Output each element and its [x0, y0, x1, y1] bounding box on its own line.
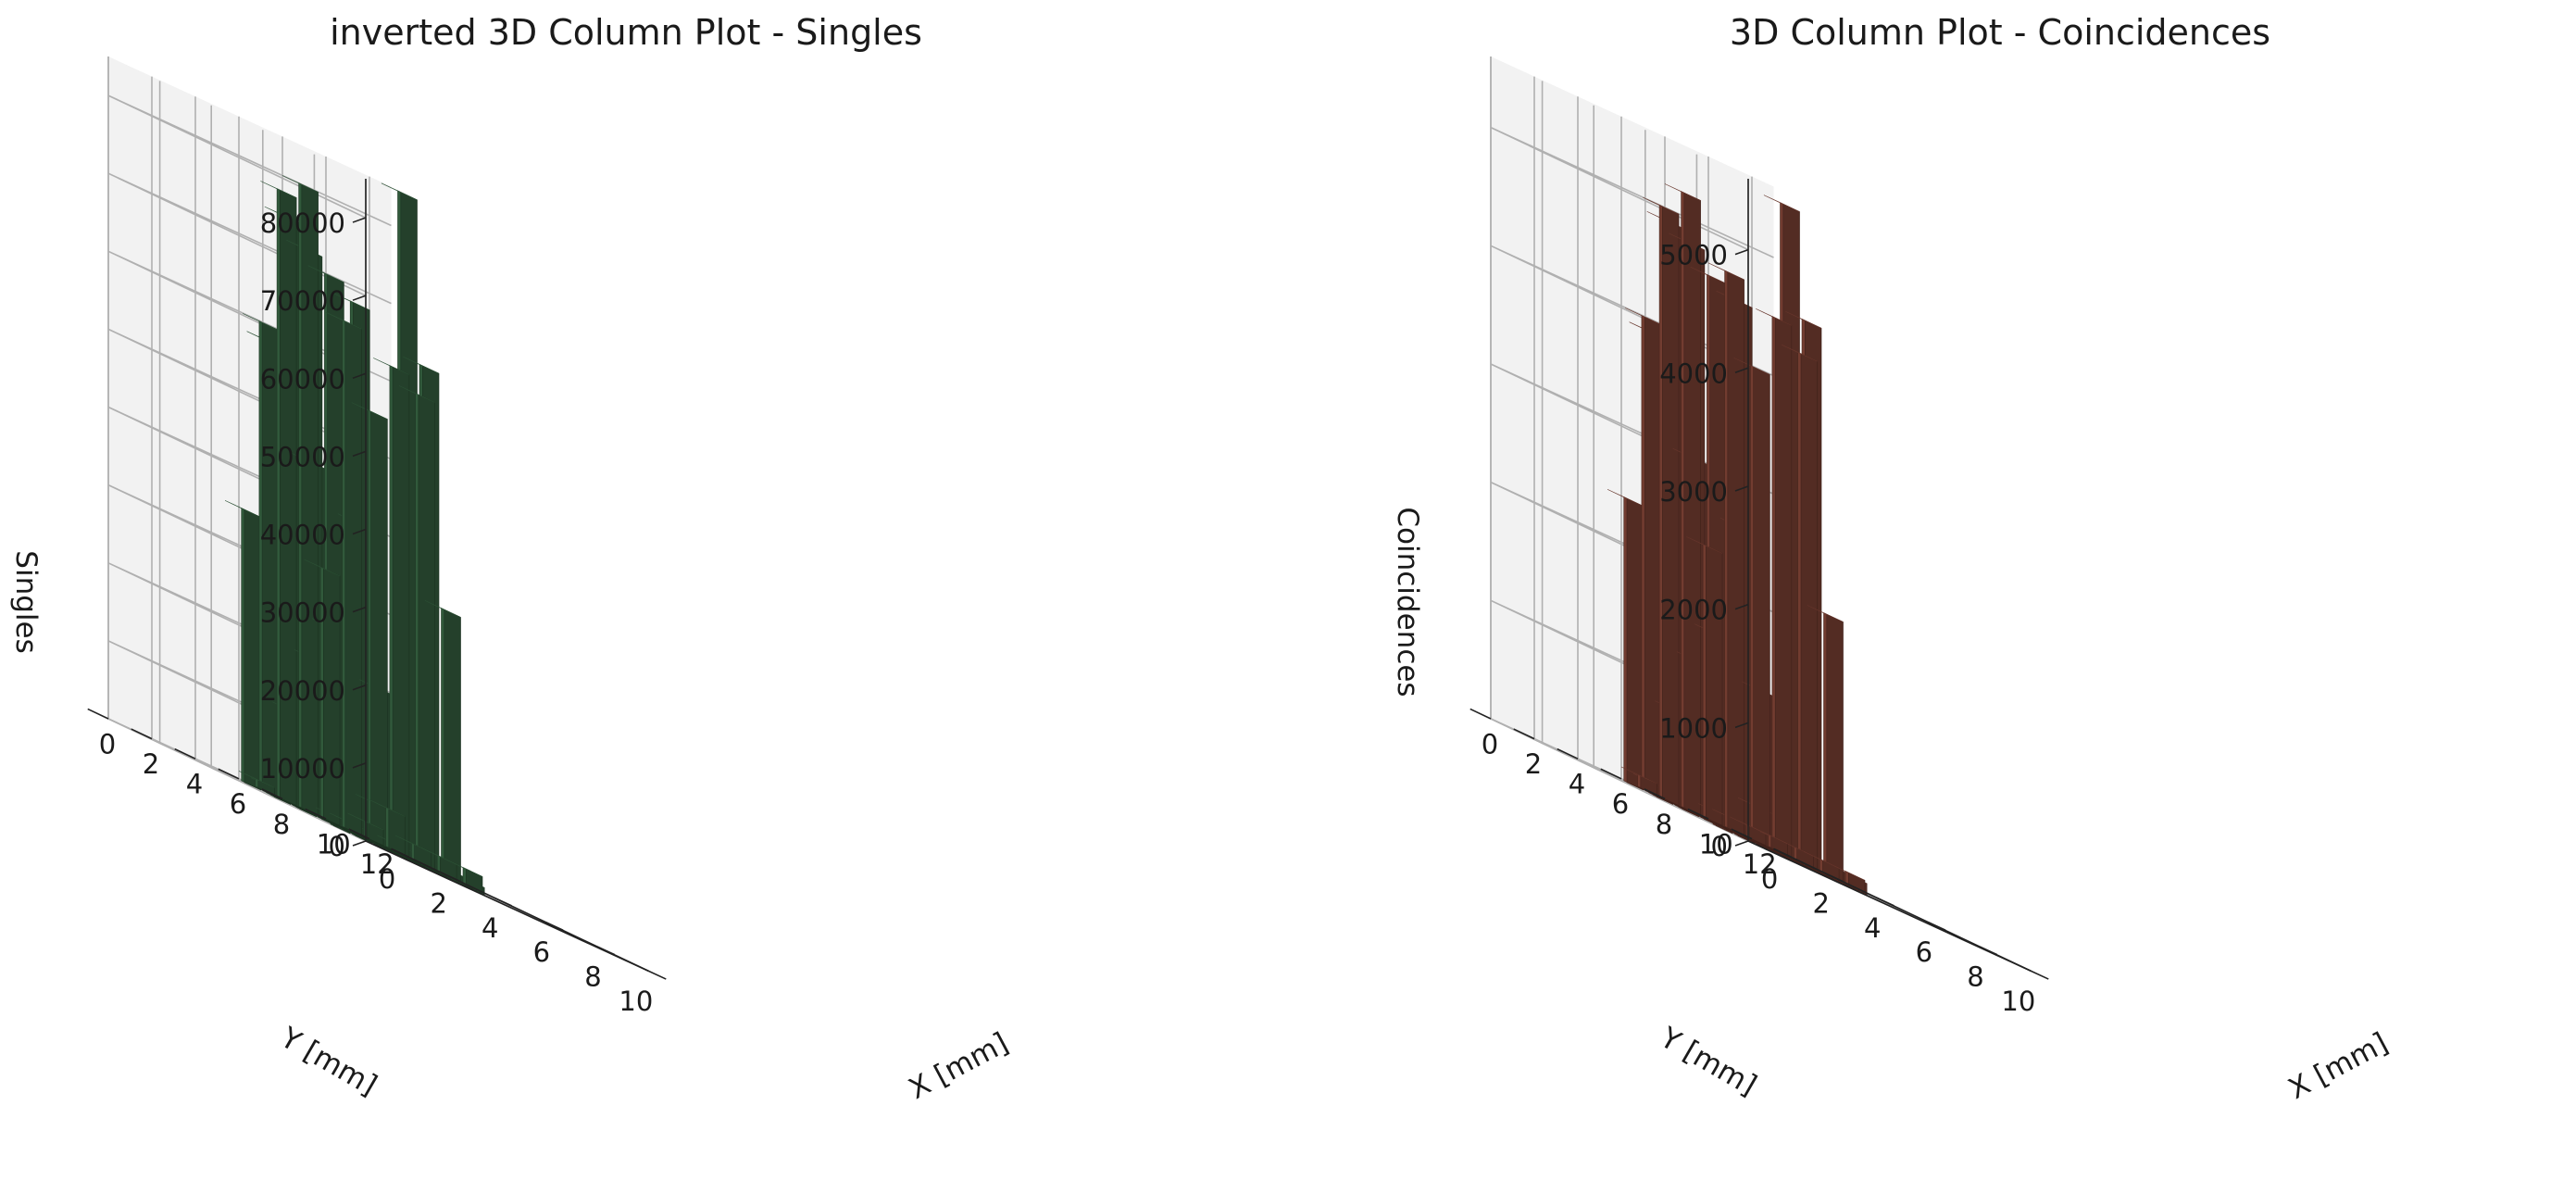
- x-tick-label: 2: [1525, 748, 1542, 780]
- bar: [1807, 605, 1844, 883]
- x-tick-label: 6: [230, 788, 246, 820]
- x-tick-label: 6: [1612, 788, 1629, 820]
- y-tick-label: 2: [430, 887, 446, 919]
- y-tick-label: 10: [619, 986, 653, 1017]
- bars: [1607, 183, 1868, 897]
- z-tick-label: 40000: [260, 520, 345, 551]
- bar: [325, 311, 362, 836]
- x-tick-label: 8: [273, 809, 290, 840]
- bar: [1643, 196, 1680, 807]
- y-tick-label: 2: [1812, 887, 1829, 919]
- z-tick-label: 80000: [260, 207, 345, 239]
- bar: [1733, 358, 1770, 848]
- x-axis-label: X [mm]: [904, 1026, 1014, 1106]
- x-tick-label: 12: [360, 848, 394, 880]
- y-tick-label: 4: [1864, 912, 1881, 944]
- bar: [424, 600, 461, 883]
- y-tick-label: 0: [379, 863, 395, 895]
- x-tick-label: 4: [186, 769, 203, 800]
- bar: [1686, 536, 1723, 826]
- bar: [281, 175, 319, 816]
- bar: [1607, 489, 1644, 791]
- z-tick-label: 0: [329, 831, 345, 862]
- z-tick-label: 60000: [260, 363, 345, 395]
- y-tick-label: 6: [1916, 936, 1932, 968]
- z-tick-label: 20000: [260, 675, 345, 707]
- bar: [1664, 183, 1701, 816]
- y-axis-label: Y [mm]: [1654, 1021, 1762, 1102]
- y-tick-label: 6: [533, 936, 550, 968]
- x-tick-label: 8: [1656, 809, 1672, 840]
- z-tick-label: 0: [1711, 831, 1728, 862]
- z-tick-label: 10000: [260, 753, 345, 785]
- bar: [351, 402, 388, 848]
- x-tick-label: 4: [1569, 769, 1585, 800]
- z-axis-label: Singles: [9, 550, 43, 653]
- z-tick-label: 70000: [260, 285, 345, 317]
- bar: [243, 313, 280, 798]
- bar: [369, 799, 406, 857]
- y-tick-label: 0: [1761, 863, 1778, 895]
- chart-title: 3D Column Plot - Coincidences: [1730, 12, 2270, 53]
- y-axis-label: Y [mm]: [274, 1021, 382, 1102]
- z-tick-label: 30000: [260, 597, 345, 629]
- x-tick-label: 10: [1699, 828, 1733, 860]
- bar: [373, 358, 410, 859]
- y-tick-label: 8: [584, 961, 601, 993]
- coincidences-chart: 3D Column Plot - Coincidences01000200030…: [1391, 12, 2394, 1106]
- z-tick-label: 3000: [1659, 476, 1728, 508]
- y-tick-label: 4: [481, 912, 498, 944]
- z-tick-label: 1000: [1659, 712, 1728, 744]
- bar: [1781, 344, 1818, 871]
- x-tick-label: 0: [1482, 728, 1498, 760]
- bar: [1707, 262, 1744, 836]
- z-tick-label: 50000: [260, 441, 345, 472]
- bar: [260, 181, 297, 807]
- z-tick-label: 5000: [1659, 240, 1728, 271]
- x-axis-label: X [mm]: [2283, 1026, 2394, 1106]
- bar: [1620, 766, 1657, 797]
- z-axis-label: Coincidences: [1391, 507, 1424, 697]
- x-tick-label: 0: [99, 728, 116, 760]
- bar: [1625, 308, 1662, 798]
- x-tick-label: 10: [317, 828, 351, 860]
- z-tick-label: 4000: [1659, 358, 1728, 389]
- y-tick-label: 10: [2001, 986, 2035, 1017]
- bar: [304, 559, 341, 826]
- y-tick-label: 8: [1967, 961, 1983, 993]
- x-tick-label: 2: [143, 748, 159, 780]
- chart-title: inverted 3D Column Plot - Singles: [330, 12, 922, 53]
- z-tick-label: 2000: [1659, 595, 1728, 626]
- bar: [224, 500, 261, 791]
- x-tick-label: 12: [1743, 848, 1777, 880]
- bar: [398, 385, 435, 871]
- singles-chart: inverted 3D Column Plot - Singles 0 10000 2…: [9, 12, 1014, 1106]
- bar: [238, 771, 275, 797]
